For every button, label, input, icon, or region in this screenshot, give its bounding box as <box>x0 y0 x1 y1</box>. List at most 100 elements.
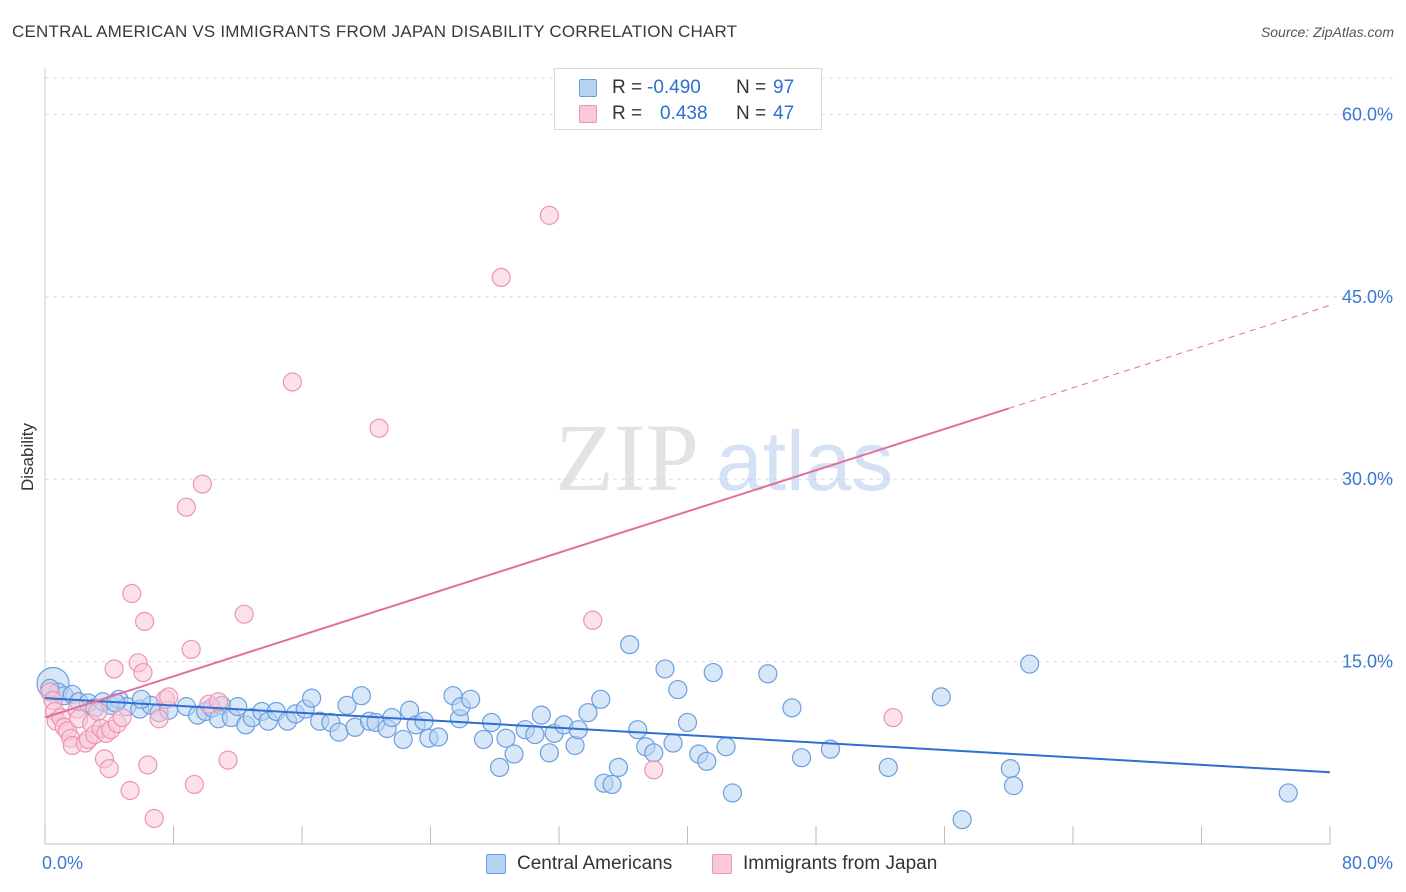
trend-lines <box>44 304 1331 774</box>
n-label: N = <box>736 77 767 98</box>
pink-point <box>539 205 559 225</box>
pink-point <box>369 418 389 438</box>
pink-point <box>234 604 254 624</box>
pink-point <box>644 760 664 780</box>
y-tick-label: 60.0% <box>1342 104 1393 124</box>
blue-point <box>758 664 778 684</box>
pink-point <box>181 639 201 660</box>
blue-point <box>351 686 372 706</box>
blue-point <box>473 729 494 750</box>
blue-point <box>952 810 972 830</box>
pink-point <box>120 780 140 801</box>
stats-legend: R = -0.490 N = 97 R = 0.438 N = 47 <box>554 68 822 130</box>
legend-label: Immigrants from Japan <box>743 853 938 874</box>
grid-lines <box>45 77 1395 663</box>
pink-point <box>218 750 238 770</box>
blue-point <box>791 748 812 768</box>
blue-point <box>782 698 802 718</box>
blue-point <box>1020 654 1040 674</box>
pink-point <box>176 497 196 517</box>
n-value: 97 <box>773 77 795 98</box>
blue-point <box>663 733 683 753</box>
blue-point <box>393 729 413 750</box>
blue-point <box>620 634 640 655</box>
pink-point <box>883 707 903 728</box>
series-immigrants-japan <box>40 205 903 829</box>
pink-point <box>134 611 155 632</box>
blue-point <box>878 757 898 778</box>
watermark-zip: ZIP <box>555 404 699 511</box>
trend-line-immigrants-japan <box>44 407 1010 719</box>
trend-line-central-americans <box>44 697 1331 774</box>
pink-point <box>138 755 158 775</box>
r-value: 0.438 <box>660 103 708 124</box>
x-tick-label-min: 0.0% <box>42 853 83 873</box>
blue-point <box>565 735 585 756</box>
pink-point <box>133 662 153 683</box>
blue-point <box>228 697 248 717</box>
pink-point <box>104 659 124 679</box>
y-tick-label: 30.0% <box>1342 469 1393 489</box>
legend-swatch-pink <box>712 854 732 874</box>
pink-point <box>583 610 603 630</box>
blue-point <box>703 662 723 683</box>
blue-point <box>591 689 611 709</box>
blue-point <box>525 724 545 745</box>
legend-swatch-blue <box>579 79 597 97</box>
blue-point <box>677 712 698 733</box>
r-value: -0.490 <box>647 77 701 98</box>
blue-point <box>496 728 516 748</box>
axes <box>44 68 1331 845</box>
legend-swatch-blue <box>486 854 506 874</box>
trend-line-immigrants-japan-projection <box>1008 304 1331 409</box>
blue-point <box>628 720 648 740</box>
blue-point <box>1278 783 1298 803</box>
pink-point <box>491 267 511 288</box>
blue-point <box>722 783 743 803</box>
y-tick-label: 45.0% <box>1342 287 1393 307</box>
x-tick-label-max: 80.0% <box>1342 853 1393 873</box>
y-tick-labels: 15.0% 30.0% 45.0% 60.0% <box>1342 104 1393 671</box>
r-label: R = <box>612 77 643 98</box>
legend-label: Central Americans <box>517 853 673 874</box>
blue-point <box>461 689 481 709</box>
pink-point <box>159 687 179 707</box>
blue-point <box>644 743 664 763</box>
blue-point <box>428 727 449 747</box>
blue-point <box>697 751 717 771</box>
blue-point <box>668 679 688 700</box>
blue-point <box>578 703 598 723</box>
blue-point <box>531 705 551 725</box>
blue-point <box>602 774 622 795</box>
n-label: N = <box>736 103 767 124</box>
pink-point <box>99 759 119 779</box>
blue-point <box>329 722 349 742</box>
legend-swatch-pink <box>579 105 597 123</box>
pink-point <box>208 692 229 712</box>
source-label: Source: ZipAtlas.com <box>1260 24 1394 40</box>
series-central-americans <box>36 634 1298 830</box>
pink-point <box>282 372 302 392</box>
pink-point <box>192 474 213 494</box>
blue-point <box>931 687 951 707</box>
blue-point <box>489 757 510 778</box>
blue-point <box>504 744 524 764</box>
pink-point <box>122 583 142 604</box>
blue-point <box>302 688 322 708</box>
pink-point <box>149 709 169 729</box>
blue-point <box>131 689 151 709</box>
blue-point <box>337 695 357 715</box>
blue-point <box>716 737 736 757</box>
blue-point <box>1003 776 1024 796</box>
n-value: 47 <box>773 103 795 124</box>
pink-point <box>112 707 132 728</box>
y-tick-label: 15.0% <box>1342 652 1393 672</box>
blue-point <box>608 757 629 778</box>
pink-point <box>184 774 204 795</box>
pink-point <box>144 808 164 829</box>
blue-point <box>655 659 675 679</box>
chart-title: CENTRAL AMERICAN VS IMMIGRANTS FROM JAPA… <box>12 22 738 41</box>
r-label: R = <box>612 103 643 124</box>
blue-point <box>481 712 502 733</box>
